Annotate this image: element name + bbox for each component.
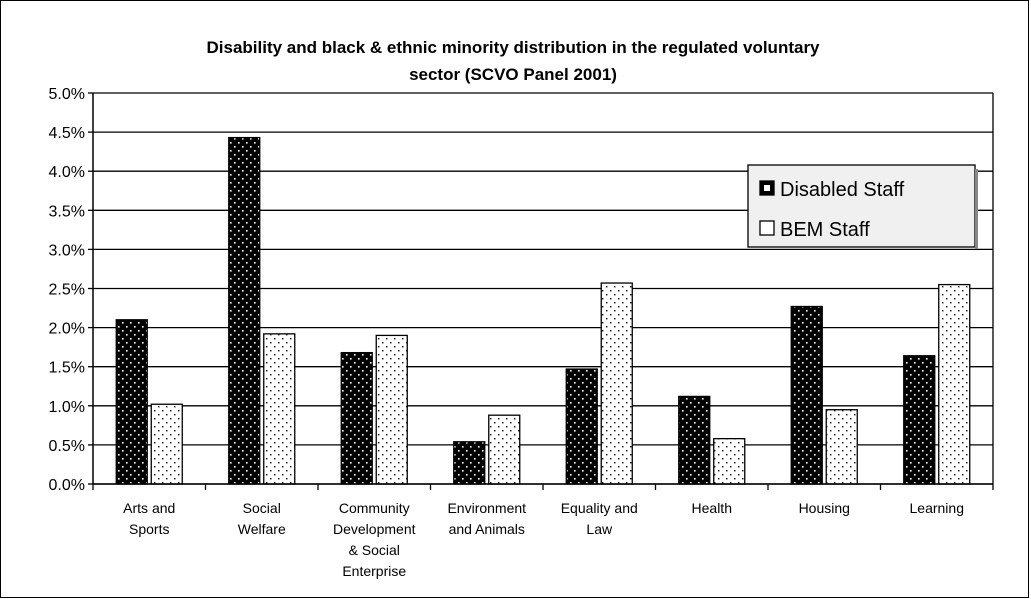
bar-bem-staff: [488, 414, 521, 485]
bar-bem-staff: [375, 334, 408, 485]
gridlines: [93, 92, 993, 485]
x-category-label: Welfare: [238, 521, 286, 537]
x-category-label: Learning: [910, 500, 965, 516]
x-category-label: Sports: [129, 521, 169, 537]
x-axis-labels: Arts and Sports Social Welfare Community Deve…: [123, 500, 964, 579]
bar-disabled-staff: [565, 368, 598, 485]
bar-bem-staff: [938, 283, 971, 485]
x-category-label: Environment: [447, 500, 526, 516]
bar-disabled-staff: [228, 136, 261, 485]
bar-disabled-staff: [340, 351, 373, 485]
bar-disabled-staff: [903, 355, 936, 485]
x-category-label: Community: [339, 500, 410, 516]
bar-bem-staff: [600, 282, 633, 485]
chart-title-line-1: Disability and black & ethnic minority d…: [206, 38, 820, 57]
y-tick-label: 2.5%: [49, 282, 85, 299]
x-category-label: Enterprise: [342, 563, 406, 579]
legend-shadow: [975, 169, 978, 249]
legend-swatch-pattern: [764, 185, 770, 191]
y-axis-ticks: 0.0% 0.5% 1.0% 1.5% 2.0% 2.5% 3.0% 3.5% 4.0% 4.5%…: [49, 86, 93, 494]
bar-disabled-staff: [790, 305, 823, 485]
chart-title: Disability and black & ethnic minority d…: [206, 38, 820, 84]
bar-bem-staff: [825, 409, 858, 485]
y-tick-label: 1.0%: [49, 399, 85, 416]
x-category-label: Housing: [799, 500, 850, 516]
x-category-label: Law: [586, 521, 613, 537]
legend-label: Disabled Staff: [780, 179, 905, 201]
y-tick-label: 3.5%: [49, 203, 85, 220]
legend-box: [747, 164, 976, 248]
x-category-label: & Social: [349, 542, 400, 558]
bar-bem-staff: [150, 403, 183, 485]
x-category-label: Health: [692, 500, 732, 516]
x-category-label: and Animals: [449, 521, 525, 537]
legend-swatch-bem-staff: [759, 220, 775, 236]
y-tick-label: 4.5%: [49, 125, 85, 142]
chart-title-line-2: sector (SCVO Panel 2001): [409, 65, 617, 84]
x-category-label: Development: [333, 521, 416, 537]
legend-label: BEM Staff: [780, 219, 870, 241]
y-tick-label: 1.5%: [49, 360, 85, 377]
x-category-label: Equality and: [561, 500, 638, 516]
y-tick-label: 0.5%: [49, 438, 85, 455]
bar-bem-staff: [263, 333, 296, 485]
y-tick-label: 2.0%: [49, 321, 85, 338]
bars: [115, 136, 971, 485]
y-tick-label: 5.0%: [49, 86, 85, 103]
y-tick-label: 3.0%: [49, 242, 85, 259]
bar-disabled-staff: [115, 319, 148, 485]
legend: Disabled Staff BEM Staff: [747, 164, 978, 249]
x-category-label: Arts and: [123, 500, 175, 516]
y-tick-label: 4.0%: [49, 164, 85, 181]
axes: [92, 93, 994, 490]
bar-disabled-staff: [453, 441, 486, 485]
bar-disabled-staff: [678, 395, 711, 485]
bar-bem-staff: [713, 437, 746, 485]
x-category-label: Social: [243, 500, 281, 516]
y-tick-label: 0.0%: [49, 477, 85, 494]
